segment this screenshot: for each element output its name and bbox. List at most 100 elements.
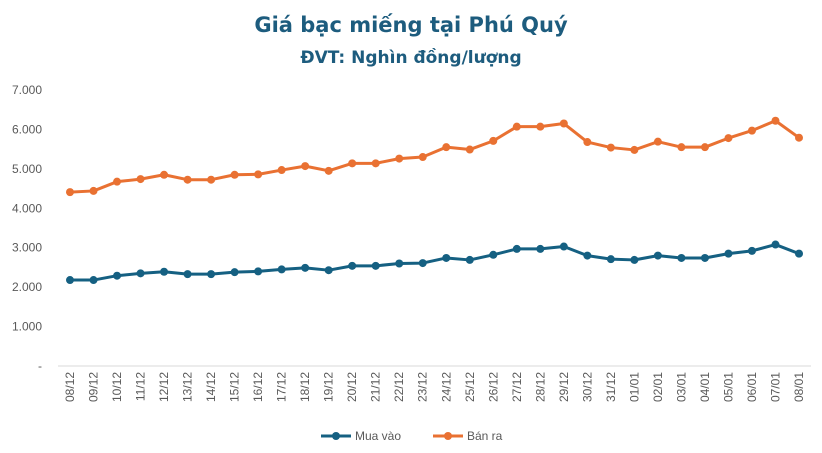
data-point [653,251,662,260]
y-tick-label: 5.000 [12,162,42,176]
legend-marker-icon [332,432,340,440]
data-point [489,136,498,145]
legend-label: Bán ra [467,429,503,443]
x-tick-label: 12/12 [157,372,171,402]
data-point [606,255,615,264]
data-point [395,154,404,163]
x-tick-label: 19/12 [322,372,336,402]
x-tick-label: 02/01 [651,372,665,402]
data-point [465,255,474,264]
data-point [113,177,122,186]
legend-item: Bán ra [433,429,503,443]
data-point [277,265,286,274]
data-point [207,175,216,184]
data-point [583,251,592,260]
data-point [559,119,568,128]
y-tick-label: 3.000 [12,241,42,255]
data-point [606,143,615,152]
data-point [442,143,451,152]
x-tick-label: 01/01 [627,372,641,402]
y-tick-label: 4.000 [12,201,42,215]
data-point [442,253,451,262]
data-point [536,244,545,253]
data-point [771,240,780,249]
data-point [512,122,521,131]
data-point [536,122,545,131]
chart-subtitle: ĐVT: Nghìn đồng/lượng [300,47,521,68]
data-point [418,153,427,162]
data-point [747,126,756,135]
x-tick-label: 08/12 [63,372,77,402]
data-point [324,166,333,175]
x-tick-label: 07/01 [768,372,782,402]
x-tick-label: 26/12 [486,372,500,402]
y-tick-label: 6.000 [12,122,42,136]
data-point [418,259,427,268]
data-point [160,170,169,179]
data-point [559,242,568,251]
data-point [724,249,733,258]
x-tick-label: 11/12 [134,372,148,401]
data-point [301,263,310,272]
data-point [700,253,709,262]
y-axis: - 1.000 2.000 3.000 4.000 5.000 6.000 7.000 [12,83,42,373]
data-point [230,268,239,277]
x-tick-label: 30/12 [580,372,594,402]
data-point [207,270,216,279]
data-point [747,246,756,255]
data-point [395,259,404,268]
data-point [89,276,98,285]
x-tick-label: 27/12 [510,372,524,402]
y-tick-label: 2.000 [12,280,42,294]
x-tick-label: 04/01 [698,372,712,402]
data-point [653,137,662,146]
data-point [136,175,145,184]
data-point [348,261,357,270]
data-point [677,253,686,262]
plot-area [66,116,803,285]
data-point [583,138,592,147]
data-point [183,270,192,279]
data-point [700,143,709,152]
data-point [136,269,145,278]
data-point [371,261,380,270]
data-point [66,188,74,197]
x-tick-label: 25/12 [463,372,477,402]
data-point [489,250,498,259]
data-point [301,162,310,171]
data-point [512,244,521,253]
data-point [724,134,733,143]
x-tick-label: 05/01 [721,372,735,402]
x-tick-label: 18/12 [298,372,312,402]
data-point [795,249,803,258]
x-tick-label: 13/12 [181,372,195,402]
x-tick-label: 10/12 [110,372,124,402]
x-tick-label: 23/12 [416,372,430,402]
x-tick-label: 22/12 [392,372,406,402]
data-point [371,159,380,168]
x-tick-label: 20/12 [345,372,359,402]
series-ban-ra [66,116,803,197]
x-tick-label: 21/12 [369,372,383,402]
y-tick-label: - [38,359,42,373]
x-tick-label: 28/12 [533,372,547,402]
data-point [324,266,333,275]
x-tick-label: 09/12 [87,372,101,402]
legend-label: Mua vào [355,429,401,443]
x-tick-label: 16/12 [251,372,265,402]
data-point [254,170,263,179]
data-point [230,170,239,179]
series-mua-vao [66,240,803,285]
data-point [277,166,286,175]
data-point [113,271,122,280]
series-line [69,119,800,194]
x-axis: 08/12 09/12 10/12 11/12 12/12 13/12 14/12 15/12… [58,365,811,402]
series-line [70,243,800,282]
legend: Mua vào Bán ra [321,429,503,443]
legend-marker-icon [444,432,452,440]
chart-title: Giá bạc miếng tại Phú Quý [254,13,568,37]
data-point [771,116,780,125]
x-tick-label: 24/12 [439,372,453,402]
data-point [677,143,686,152]
